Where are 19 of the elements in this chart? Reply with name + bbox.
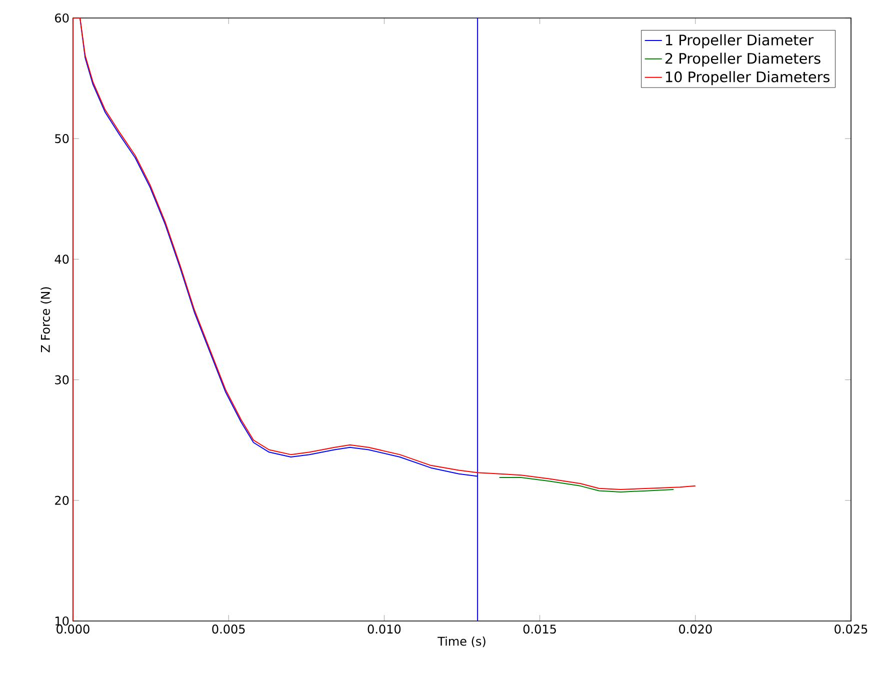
y-tick-label: 60 [55, 13, 69, 23]
y-tick-label: 40 [54, 254, 69, 264]
legend-label: 2 Propeller Diameters [665, 52, 820, 67]
legend-label: 1 Propeller Diameter [666, 34, 814, 48]
x-tick-label: 0.000 [56, 624, 90, 634]
legend-label: 10 Propeller Diameters [666, 71, 830, 86]
x-tick-label: 0.010 [368, 624, 401, 634]
y-tick-label: 50 [55, 134, 69, 144]
x-tick-label: 0.005 [212, 624, 245, 634]
x-tick-label: 0.020 [679, 624, 712, 634]
y-tick-label: 20 [55, 496, 69, 505]
line-series [80, 18, 478, 621]
x-tick-label: 0.015 [523, 624, 556, 634]
y-tick-label: 10 [56, 616, 69, 626]
x-tick-label: 0.025 [834, 624, 868, 634]
y-axis-title: Z Force (N) [40, 287, 52, 352]
x-axis-title: Time (s) [438, 636, 486, 648]
line-series [498, 476, 674, 492]
y-tick-label: 30 [55, 375, 69, 384]
